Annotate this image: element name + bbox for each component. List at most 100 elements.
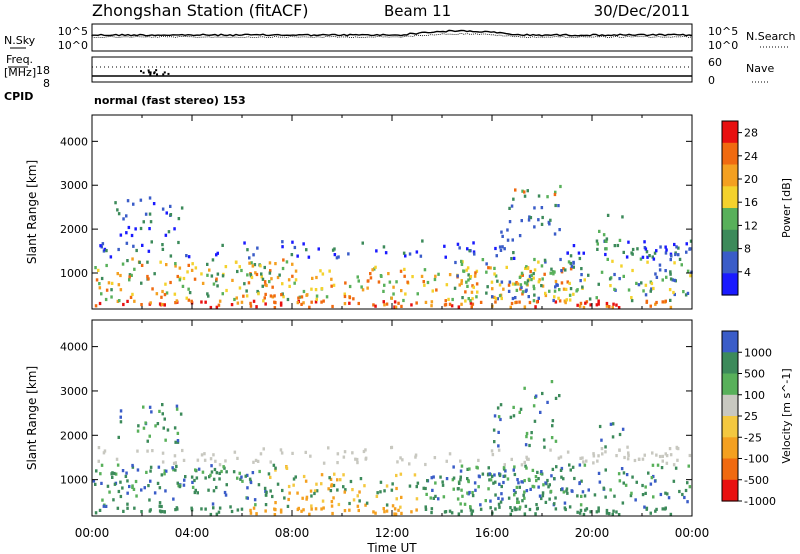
scatter-cell (665, 461, 669, 465)
scatter-cell (566, 450, 570, 454)
scatter-cell (114, 472, 118, 476)
scatter-cell (533, 257, 536, 262)
scatter-cell (142, 426, 146, 430)
scatter-cell (269, 269, 272, 273)
scatter-cell (644, 283, 648, 287)
scatter-cell (605, 304, 609, 308)
scatter-cell (250, 275, 254, 280)
scatter-cell (473, 274, 477, 278)
scatter-cell (211, 502, 215, 506)
scatter-cell (519, 283, 523, 287)
scatter-cell (569, 261, 572, 266)
scatter-cell (557, 296, 560, 300)
scatter-cell (459, 459, 462, 463)
scatter-cell (415, 508, 418, 512)
scatter-cell (585, 507, 589, 511)
scatter-cell (413, 473, 417, 477)
freq-dip-dot (147, 69, 150, 72)
scatter-cell (336, 478, 339, 482)
scatter-cell (489, 499, 492, 503)
scatter-cell (252, 460, 255, 464)
scatter-cell (210, 274, 214, 278)
scatter-cell (151, 449, 154, 453)
scatter-cell (148, 196, 152, 200)
scatter-cell (236, 456, 239, 460)
scatter-cell (622, 481, 625, 485)
scatter-cell (161, 451, 165, 455)
scatter-cell (193, 478, 196, 483)
scatter-cell (238, 471, 241, 475)
scatter-cell (146, 439, 149, 443)
scatter-cell (525, 455, 528, 459)
scatter-cell (523, 512, 527, 516)
scatter-cell (661, 300, 664, 304)
scatter-cell (150, 240, 153, 244)
scatter-cell (569, 287, 573, 291)
scatter-cell (664, 491, 667, 495)
scatter-cell (410, 510, 413, 514)
scatter-cell (598, 229, 601, 233)
scatter-cell (174, 301, 177, 305)
scatter-cell (337, 255, 340, 259)
scatter-cell (530, 431, 533, 435)
scatter-cell (110, 288, 113, 292)
scatter-cell (130, 273, 133, 277)
scatter-cell (176, 274, 179, 279)
scatter-cell (185, 296, 188, 300)
scatter-cell (127, 225, 131, 230)
scatter-cell (470, 512, 473, 516)
scatter-cell (458, 246, 461, 250)
scatter-cell (190, 506, 193, 510)
scatter-cell (514, 188, 517, 192)
scatter-cell (560, 475, 563, 479)
scatter-cell (580, 273, 583, 277)
scatter-cell (95, 469, 98, 473)
scatter-cell (291, 262, 294, 266)
scatter-cell (260, 272, 263, 276)
scatter-cell (148, 227, 151, 231)
scatter-cell (179, 276, 182, 280)
scatter-cell (572, 244, 576, 248)
scatter-cell (236, 508, 240, 512)
scatter-cell (475, 269, 479, 273)
scatter-cell (236, 476, 239, 480)
scatter-cell (133, 299, 136, 303)
scatter-cell (517, 481, 520, 485)
scatter-cell (445, 477, 449, 481)
scatter-cell (627, 288, 631, 292)
scatter-cell (160, 302, 164, 307)
scatter-cell (566, 251, 569, 255)
scatter-cell (538, 278, 541, 282)
scatter-cell (281, 488, 284, 493)
scatter-cell (332, 283, 336, 287)
scatter-cell (406, 280, 409, 284)
scatter-cell (487, 466, 490, 470)
scatter-cell (246, 473, 249, 477)
scatter-cell (142, 220, 145, 224)
scatter-cell (550, 474, 553, 478)
scatter-cell (568, 298, 572, 302)
scatter-cell (677, 246, 680, 250)
scatter-cell (576, 494, 579, 498)
scatter-cell (498, 505, 501, 509)
scatter-cell (528, 274, 532, 278)
scatter-cell (499, 500, 503, 504)
scatter-cell (444, 299, 447, 303)
scatter-cell (377, 280, 381, 284)
scatter-cell (432, 496, 435, 500)
scatter-cell (171, 466, 174, 470)
scatter-cell (572, 265, 575, 269)
scatter-cell (279, 508, 283, 512)
scatter-cell (400, 304, 403, 308)
scatter-cell (520, 480, 523, 484)
scatter-cell (487, 487, 490, 491)
scatter-cell (331, 248, 335, 252)
scatter-cell (523, 490, 526, 494)
scatter-cell (554, 285, 557, 289)
scatter-cell (173, 454, 177, 458)
scatter-cell (343, 509, 347, 513)
scatter-cell (509, 512, 512, 516)
scatter-cell (563, 506, 567, 510)
scatter-cell (173, 227, 176, 231)
